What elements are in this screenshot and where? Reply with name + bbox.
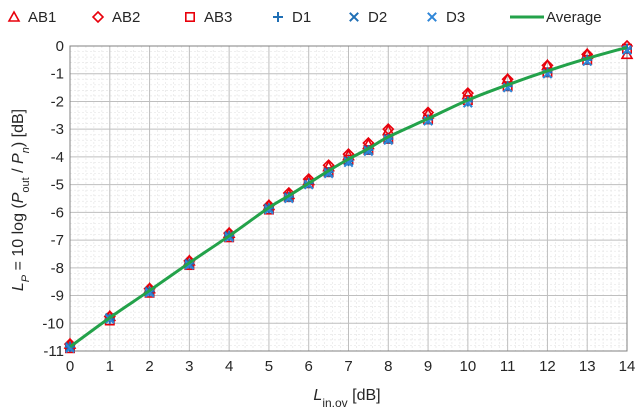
x-tick-label: 13 bbox=[579, 358, 596, 375]
legend-marker-icon bbox=[349, 12, 359, 22]
legend: AB1 AB2 AB3 D1 D2 D3 Average bbox=[7, 9, 602, 26]
legend-label: AB2 bbox=[112, 9, 140, 26]
legend-label: AB3 bbox=[204, 9, 232, 26]
legend-marker-icon bbox=[273, 12, 283, 22]
y-tick-label: -6 bbox=[51, 204, 64, 221]
series-layer bbox=[63, 39, 634, 354]
y-tick-labels: 0 -1 -2 -3 -4 -5 -6 -7 -8 -9 -10 -11 bbox=[42, 38, 64, 360]
y-tick-label: -8 bbox=[51, 260, 64, 277]
x-tick-label: 7 bbox=[344, 358, 352, 375]
y-tick-label: -9 bbox=[51, 288, 64, 305]
y-tick-label: -5 bbox=[51, 177, 64, 194]
x-tick-label: 8 bbox=[384, 358, 392, 375]
y-tick-label: -7 bbox=[51, 232, 64, 249]
legend-item-ab1: AB1 bbox=[7, 9, 56, 26]
x-tick-label: 6 bbox=[305, 358, 313, 375]
legend-label: Average bbox=[546, 9, 602, 26]
y-tick-label: -4 bbox=[51, 149, 64, 166]
x-tick-label: 0 bbox=[66, 358, 74, 375]
legend-marker-icon bbox=[7, 10, 21, 22]
x-tick-label: 10 bbox=[460, 358, 477, 375]
legend-marker-icon bbox=[427, 12, 437, 22]
legend-label: AB1 bbox=[28, 9, 56, 26]
legend-label: D2 bbox=[368, 9, 387, 26]
legend-label: D1 bbox=[292, 9, 311, 26]
x-tick-labels: 0 1 2 3 4 5 6 7 8 9 10 11 12 13 14 bbox=[66, 358, 636, 375]
legend-marker-icon bbox=[185, 12, 196, 22]
series-average-line bbox=[69, 45, 628, 349]
y-tick-label: -11 bbox=[43, 343, 64, 360]
legend-item-d2: D2 bbox=[349, 9, 387, 26]
y-tick-label: 0 bbox=[56, 38, 64, 55]
legend-label: D3 bbox=[446, 9, 465, 26]
legend-item-d1: D1 bbox=[273, 9, 311, 26]
y-axis-title: LP = 10 log (Pout / Pn) [dB] bbox=[10, 109, 32, 291]
x-tick-label: 14 bbox=[619, 358, 636, 375]
x-tick-label: 3 bbox=[185, 358, 193, 375]
x-tick-label: 2 bbox=[145, 358, 153, 375]
x-tick-label: 9 bbox=[424, 358, 432, 375]
legend-item-ab2: AB2 bbox=[91, 9, 140, 26]
x-tick-label: 11 bbox=[500, 358, 516, 375]
plot-area-border bbox=[69, 45, 628, 352]
x-axis-title: Lin,ov [dB] bbox=[313, 387, 380, 407]
x-tick-label: 4 bbox=[225, 358, 233, 375]
legend-item-d3: D3 bbox=[427, 9, 465, 26]
y-tick-label: -10 bbox=[42, 315, 64, 332]
legend-item-ab3: AB3 bbox=[185, 9, 232, 26]
legend-marker-icon bbox=[91, 10, 105, 24]
major-gridlines bbox=[69, 45, 628, 352]
x-tick-label: 5 bbox=[265, 358, 273, 375]
y-tick-label: -3 bbox=[51, 121, 64, 138]
y-tick-label: -2 bbox=[51, 93, 64, 110]
y-tick-label: -1 bbox=[51, 66, 64, 83]
x-tick-label: 12 bbox=[539, 358, 556, 375]
x-tick-label: 1 bbox=[106, 358, 114, 375]
legend-item-average: Average bbox=[510, 9, 602, 26]
